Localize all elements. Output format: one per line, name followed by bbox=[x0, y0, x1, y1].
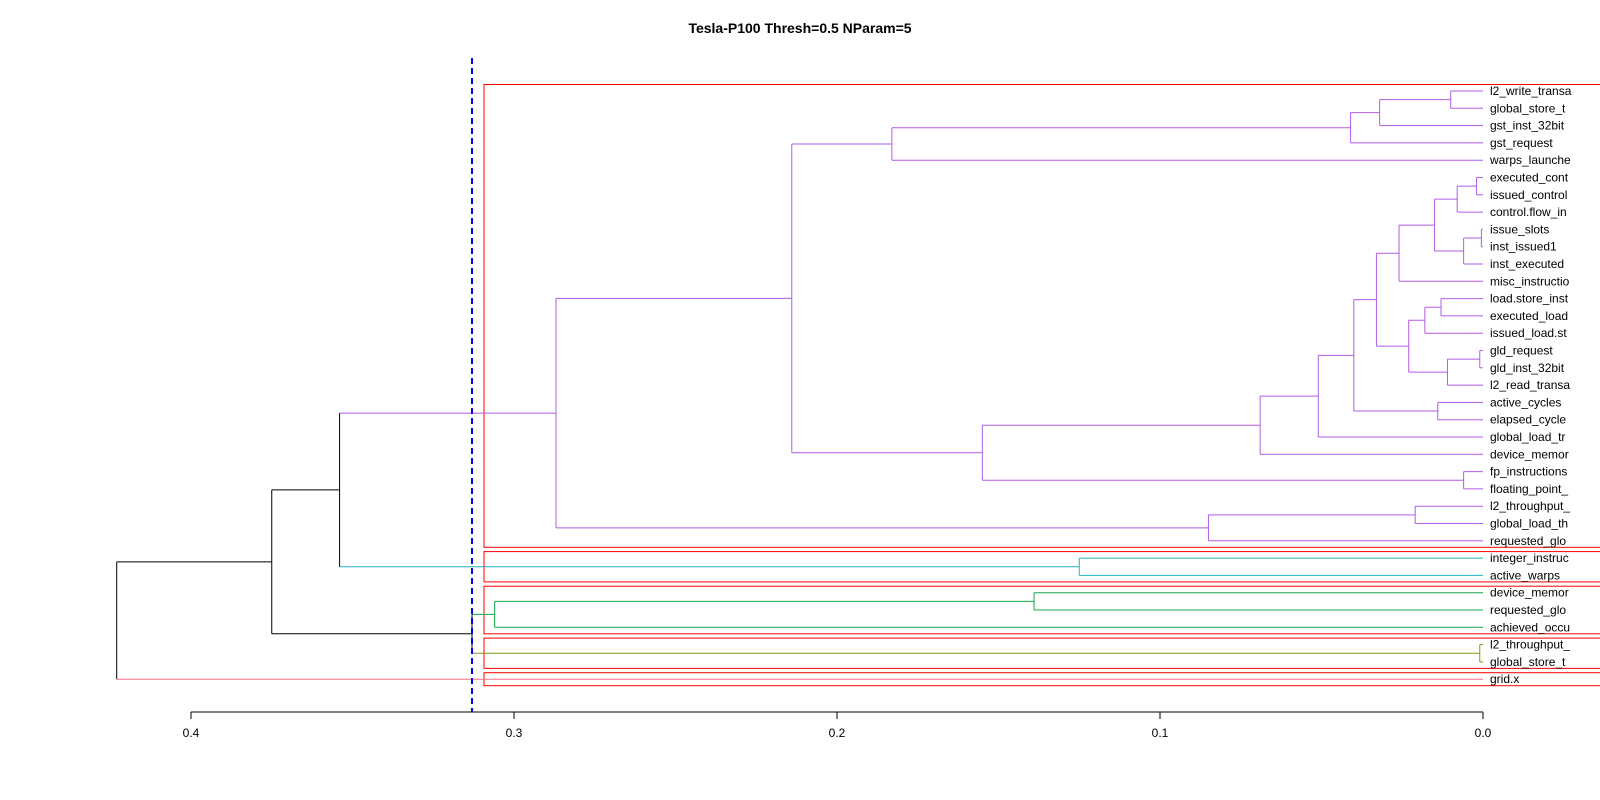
leaf-label: global_load_th bbox=[1490, 517, 1568, 531]
x-tick-label: 0.3 bbox=[506, 726, 523, 740]
leaf-label: issued_load.st bbox=[1490, 326, 1567, 340]
leaf-label: executed_cont bbox=[1490, 171, 1569, 185]
leaf-label: fp_instructions bbox=[1490, 465, 1567, 479]
leaf-label: control.flow_in bbox=[1490, 205, 1567, 219]
leaf-label: floating_point_ bbox=[1490, 482, 1568, 496]
leaf-label: warps_launche bbox=[1489, 153, 1571, 167]
x-axis: 0.4 0.3 0.2 0.1 0.0 bbox=[183, 711, 1492, 740]
x-tick-label: 0.2 bbox=[829, 726, 846, 740]
leaf-label: grid.x bbox=[1490, 672, 1519, 686]
leaf-label: l2_write_transa bbox=[1490, 84, 1572, 98]
x-tick-label: 0.4 bbox=[183, 726, 200, 740]
leaf-label: global_store_t bbox=[1490, 101, 1566, 115]
leaf-label: l2_throughput_ bbox=[1490, 638, 1570, 652]
cluster-box bbox=[483, 84, 1600, 548]
leaf-label: global_store_t bbox=[1490, 655, 1566, 669]
leaf-label: elapsed_cycle bbox=[1490, 413, 1566, 427]
leaf-label: integer_instruc bbox=[1490, 551, 1569, 565]
leaf-label: requested_glo bbox=[1490, 534, 1566, 548]
chart-title: Tesla-P100 Thresh=0.5 NParam=5 bbox=[688, 20, 912, 36]
leaf-label: issue_slots bbox=[1490, 222, 1549, 236]
x-tick-label: 0.0 bbox=[1475, 726, 1492, 740]
dendrogram-links bbox=[116, 90, 1483, 680]
leaf-label: achieved_occu bbox=[1490, 620, 1570, 634]
leaf-label: inst_issued1 bbox=[1490, 240, 1557, 254]
leaf-label: issued_control bbox=[1490, 188, 1567, 202]
cluster-boxes bbox=[483, 84, 1600, 687]
leaf-label: active_cycles bbox=[1490, 395, 1561, 409]
leaf-label: gld_inst_32bit bbox=[1490, 361, 1565, 375]
leaf-label: gld_request bbox=[1490, 344, 1553, 358]
leaf-label: device_memor bbox=[1490, 447, 1569, 461]
leaf-labels: l2_write_transa global_store_t gst_inst_32… bbox=[1489, 84, 1572, 686]
leaf-label: device_memor bbox=[1490, 586, 1569, 600]
leaf-label: misc_instructio bbox=[1490, 274, 1570, 288]
leaf-label: gst_inst_32bit bbox=[1490, 119, 1565, 133]
leaf-label: active_warps bbox=[1490, 568, 1560, 582]
leaf-label: executed_load bbox=[1490, 309, 1568, 323]
cluster-box bbox=[483, 585, 1600, 635]
leaf-label: l2_throughput_ bbox=[1490, 499, 1570, 513]
leaf-label: requested_glo bbox=[1490, 603, 1566, 617]
x-tick-label: 0.1 bbox=[1152, 726, 1169, 740]
leaf-label: global_load_tr bbox=[1490, 430, 1565, 444]
leaf-label: gst_request bbox=[1490, 136, 1553, 150]
leaf-label: inst_executed bbox=[1490, 257, 1564, 271]
leaf-label: l2_read_transa bbox=[1490, 378, 1570, 392]
leaf-label: load.store_inst bbox=[1490, 292, 1569, 306]
